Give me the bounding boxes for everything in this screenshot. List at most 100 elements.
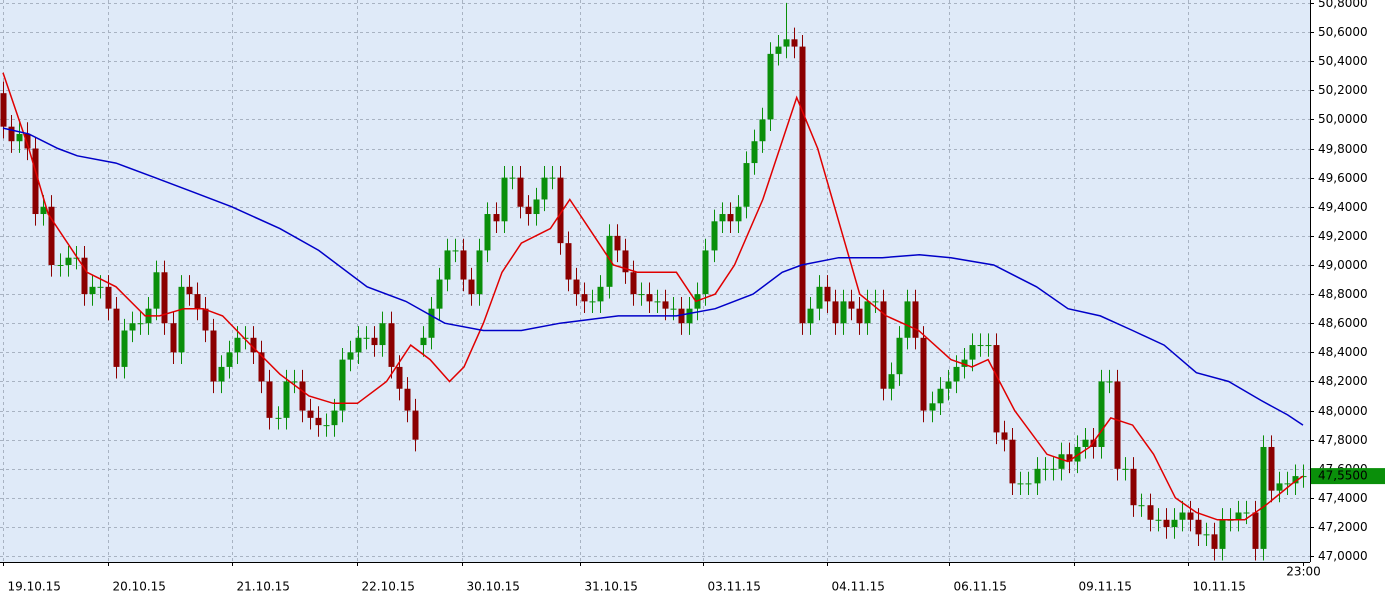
candle-body <box>872 301 879 303</box>
y-tick-label: 50,0000 <box>1318 112 1368 126</box>
x-tick-label: 04.11.15 <box>832 580 885 594</box>
candle-body <box>622 250 629 273</box>
candle-body <box>210 330 217 382</box>
axis-labels: 47,000047,200047,400047,600047,800048,00… <box>3 0 1385 594</box>
candle-body <box>234 337 241 353</box>
candle-body <box>807 308 814 324</box>
candle-body <box>275 417 282 419</box>
candle-body <box>848 301 855 309</box>
candle-body <box>816 286 823 309</box>
candle-body <box>307 410 314 418</box>
y-tick-label: 48,0000 <box>1318 404 1368 418</box>
candle-body <box>161 272 168 324</box>
candle-body <box>670 308 677 310</box>
candle-body <box>1106 381 1113 383</box>
candle-body <box>646 294 653 302</box>
candle-body <box>371 337 378 346</box>
candle-body <box>1147 505 1154 520</box>
plot-area <box>0 0 1310 562</box>
candle-body <box>57 264 64 266</box>
y-tick-label: 49,4000 <box>1318 200 1368 214</box>
candle-body <box>920 337 927 411</box>
candle-body <box>1042 468 1049 470</box>
y-tick-label: 47,4000 <box>1318 491 1368 505</box>
candle-body <box>581 294 588 302</box>
y-tick-label: 47,0000 <box>1318 549 1368 563</box>
candle-body <box>541 177 548 200</box>
candle-body <box>501 177 508 222</box>
candle-body <box>1203 534 1210 536</box>
y-tick-label: 50,8000 <box>1318 0 1368 10</box>
candle-body <box>1122 468 1129 470</box>
x-tick-label: 21.10.15 <box>237 580 290 594</box>
candle-body <box>654 301 661 303</box>
y-tick-label: 48,2000 <box>1318 374 1368 388</box>
candle-body <box>630 272 637 295</box>
candle-body <box>840 301 847 324</box>
candle-body <box>937 388 944 404</box>
candle-body <box>549 177 556 179</box>
candle-body <box>347 352 354 360</box>
candle-body <box>1082 439 1089 447</box>
candle-body <box>178 286 185 353</box>
candle-body <box>824 286 831 302</box>
candle-body <box>509 177 516 179</box>
candle-body <box>791 39 798 47</box>
candle-body <box>444 250 451 280</box>
candle-body <box>24 133 31 149</box>
candle-body <box>420 337 427 346</box>
candle-body <box>1292 476 1299 484</box>
candle-body <box>864 301 871 324</box>
candle-body <box>65 257 72 265</box>
candle-body <box>460 250 467 280</box>
candle-body <box>880 301 887 389</box>
candle-body <box>355 337 362 353</box>
candle-body <box>250 337 257 353</box>
candle-body <box>81 257 88 295</box>
y-tick-label: 48,4000 <box>1318 345 1368 359</box>
candle-body <box>105 286 112 309</box>
candle-body <box>1171 519 1178 528</box>
candle-body <box>1130 468 1137 506</box>
candle-body <box>1098 381 1105 447</box>
candle-body <box>743 163 750 207</box>
candle-body <box>993 345 1000 433</box>
candle-body <box>799 46 806 324</box>
candle-body <box>258 352 265 382</box>
candle-body <box>291 381 298 383</box>
candle-body <box>517 177 524 207</box>
moving-average-line <box>2 72 1304 521</box>
candle-body <box>339 359 346 411</box>
candle-body <box>1163 519 1170 528</box>
y-tick-label: 48,6000 <box>1318 316 1368 330</box>
candle-body <box>170 323 177 353</box>
marks <box>0 2 1307 561</box>
candle-body <box>702 250 709 295</box>
y-tick-label: 50,4000 <box>1318 54 1368 68</box>
candle-body <box>1268 446 1275 491</box>
candle-body <box>331 410 338 426</box>
candle-body <box>1219 519 1226 549</box>
candle-body <box>1009 439 1016 484</box>
candle-body <box>589 301 596 303</box>
candle-body <box>1058 454 1065 469</box>
candle-body <box>8 126 15 142</box>
candle-body <box>638 294 645 296</box>
candle-body <box>1114 381 1121 469</box>
candle-body <box>751 141 758 164</box>
candle-body <box>218 366 225 382</box>
candle-body <box>97 286 104 288</box>
candle-body <box>565 243 572 280</box>
candle-body <box>468 279 475 295</box>
candle-body <box>89 286 96 295</box>
candle-body <box>283 381 290 418</box>
candle-body <box>525 206 532 215</box>
candle-body <box>1138 505 1145 507</box>
y-tick-label: 50,6000 <box>1318 25 1368 39</box>
candle-body <box>719 214 726 222</box>
candle-body <box>476 250 483 295</box>
candle-body <box>1243 512 1250 514</box>
candle-body <box>0 93 7 127</box>
candle-body <box>888 374 895 389</box>
